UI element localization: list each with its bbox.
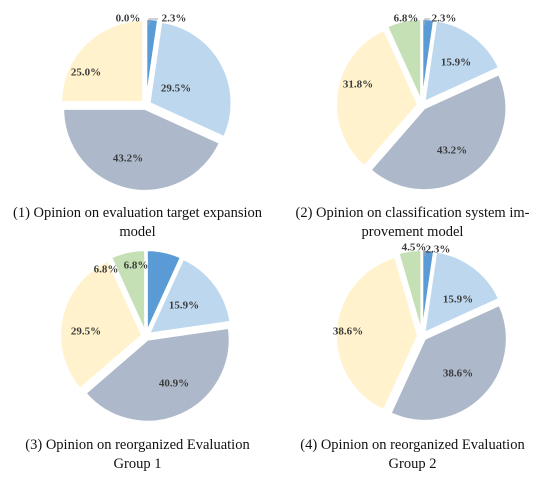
pie-slice-gray-blue <box>389 303 508 422</box>
slice-value-label: 31.8% <box>343 79 373 91</box>
chart-caption-3: (3) Opinion on reorganized Evaluation Gr… <box>5 436 270 474</box>
leader-line <box>424 18 430 25</box>
leader-line <box>148 18 158 25</box>
caption-line: provement model <box>361 224 464 240</box>
slice-value-label: 15.9% <box>441 57 471 69</box>
leader-line <box>424 249 426 256</box>
slice-value-label: 6.8% <box>124 260 149 272</box>
pie-slice-green <box>397 249 423 333</box>
caption-line: Group 1 <box>113 456 162 472</box>
slice-value-label: 6.8% <box>394 13 419 25</box>
slice-value-label: 43.2% <box>437 145 467 157</box>
slice-value-label: 2.3% <box>432 13 457 25</box>
slice-value-label: 29.5% <box>161 83 191 95</box>
slice-value-label: 43.2% <box>113 153 143 165</box>
pie-slice-green <box>109 249 147 333</box>
pie-slice-cream <box>335 28 420 168</box>
slice-value-label: 15.9% <box>169 300 199 312</box>
pie-chart-1: 2.3% 29.5% 43.2% 25.0% 0.0% <box>60 13 233 192</box>
caption-line: (1) Opinion on evaluation target expansi… <box>13 205 262 221</box>
pie-slice-green <box>385 18 423 102</box>
pie-slice-light-blue <box>423 19 501 104</box>
pie-slice-gray-blue <box>62 107 222 192</box>
slice-value-label: 4.5% <box>402 242 427 254</box>
pie-slice-blue <box>145 249 183 333</box>
pie-slice-cream <box>335 255 420 412</box>
pie-chart-4: 2.3% 15.9% 38.6% 38.6% 4.5% <box>333 242 508 422</box>
slice-value-label: 0.0% <box>116 13 141 25</box>
pie-slice-cream <box>59 259 144 391</box>
caption-line: (2) Opinion on classification system im- <box>295 205 530 221</box>
chart-caption-2: (2) Opinion on classification system im-… <box>280 204 545 242</box>
slice-value-label: 6.8% <box>94 264 119 276</box>
chart-caption-4: (4) Opinion on reorganized Evaluation Gr… <box>280 436 545 474</box>
chart-caption-1: (1) Opinion on evaluation target expansi… <box>5 204 270 242</box>
slice-value-label: 38.6% <box>443 368 473 380</box>
pie-chart-3: 6.8% 15.9% 40.9% 29.5% 6.8% <box>59 249 232 423</box>
slice-value-label: 25.0% <box>71 67 101 79</box>
pie-slice-gray-blue <box>369 72 508 192</box>
pie-slice-light-blue <box>147 257 232 335</box>
pie-slice-light-blue <box>423 250 501 335</box>
slice-value-label: 29.5% <box>71 326 101 338</box>
slice-value-label: 2.3% <box>426 244 451 256</box>
caption-line: (3) Opinion on reorganized Evaluation <box>25 437 250 453</box>
pie-slice-gray-blue <box>84 326 231 423</box>
pie-slice-cream <box>60 19 145 104</box>
slice-value-label: 40.9% <box>159 378 189 390</box>
caption-line: Group 2 <box>388 456 437 472</box>
slice-value-label: 2.3% <box>162 13 187 25</box>
pie-slice-light-blue <box>148 20 233 139</box>
pie-chart-2: 2.3% 15.9% 43.2% 31.8% 6.8% <box>335 13 508 192</box>
caption-line: model <box>119 224 156 240</box>
caption-line: (4) Opinion on reorganized Evaluation <box>300 437 525 453</box>
slice-value-label: 38.6% <box>333 326 363 338</box>
slice-value-label: 15.9% <box>443 294 473 306</box>
